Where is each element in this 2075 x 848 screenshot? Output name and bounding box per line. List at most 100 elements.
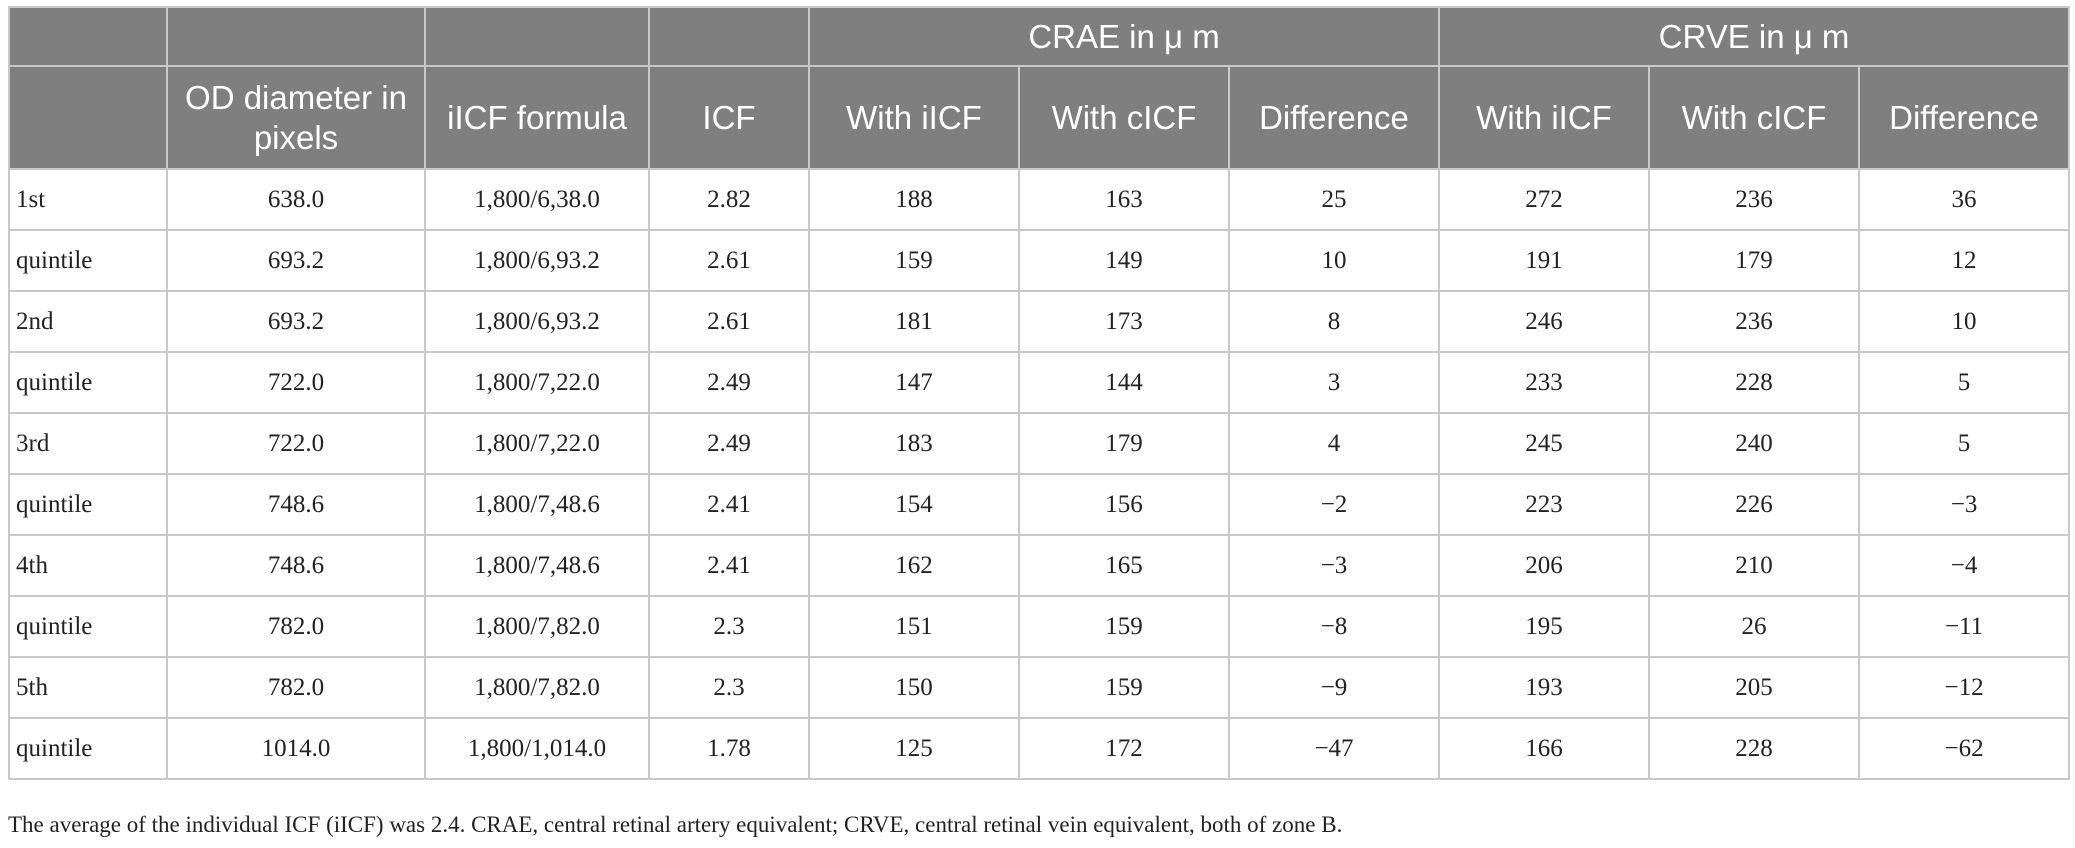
crae-difference-cell: 25 (1227, 168, 1441, 231)
iicf-formula-cell: 1,800/7,22.0 (424, 351, 650, 414)
crae-difference-cell: −2 (1227, 473, 1441, 536)
crve-difference-header: Difference (1858, 65, 2071, 170)
table-row: quintile 782.0 1,800/7,82.0 2.3 151 159 −8 195 2… (8, 595, 2071, 658)
crve-difference-cell: −12 (1858, 656, 2071, 719)
table-container: CRAE in μ m CRVE in μ m OD diameter in p… (8, 6, 2071, 780)
crae-difference-cell: −3 (1227, 534, 1441, 597)
row-label-cell: quintile (8, 229, 168, 292)
crve-with-cicf-cell: 226 (1648, 473, 1861, 536)
crae-group-header: CRAE in μ m (807, 6, 1441, 67)
crve-with-cicf-cell: 205 (1648, 656, 1861, 719)
table-header: CRAE in μ m CRVE in μ m OD diameter in p… (8, 6, 2071, 170)
row-label-cell: quintile (8, 717, 168, 780)
crae-with-iicf-cell: 125 (808, 717, 1020, 780)
icf-cell: 2.49 (648, 412, 810, 475)
crae-difference-cell: −8 (1227, 595, 1441, 658)
crve-difference-cell: 10 (1858, 290, 2071, 353)
header-group-row: CRAE in μ m CRVE in μ m (8, 6, 2071, 67)
crve-with-cicf-cell: 236 (1648, 290, 1861, 353)
crae-difference-header: Difference (1227, 65, 1441, 170)
crve-difference-cell: 5 (1858, 351, 2071, 414)
table-row: 4th 748.6 1,800/7,48.6 2.41 162 165 −3 206 210 −4 (8, 534, 2071, 597)
od-diameter-cell: 1014.0 (166, 717, 426, 780)
header-empty-cell (8, 6, 168, 67)
crve-difference-cell: 5 (1858, 412, 2071, 475)
crae-difference-cell: 8 (1227, 290, 1441, 353)
row-label-cell: 5th (8, 656, 168, 719)
table-body: 1st 638.0 1,800/6,38.0 2.82 188 163 25 272 236 36… (8, 168, 2071, 780)
table-row: 1st 638.0 1,800/6,38.0 2.82 188 163 25 272 236 36 (8, 168, 2071, 231)
table-row: quintile 722.0 1,800/7,22.0 2.49 147 144 3 233 2… (8, 351, 2071, 414)
crve-with-cicf-cell: 210 (1648, 534, 1861, 597)
crve-with-iicf-cell: 245 (1438, 412, 1651, 475)
crae-with-iicf-cell: 188 (808, 168, 1020, 231)
header-empty-cell (648, 6, 810, 67)
od-diameter-cell: 748.6 (166, 534, 426, 597)
crae-with-cicf-header: With cICF (1018, 65, 1230, 170)
crve-with-iicf-cell: 246 (1438, 290, 1651, 353)
crve-group-header: CRVE in μ m (1438, 6, 2071, 67)
crve-difference-cell: 36 (1858, 168, 2071, 231)
crve-with-cicf-header: With cICF (1648, 65, 1861, 170)
crae-with-iicf-cell: 150 (808, 656, 1020, 719)
crve-with-cicf-cell: 228 (1648, 351, 1861, 414)
icf-cell: 2.3 (648, 595, 810, 658)
crae-with-iicf-cell: 147 (808, 351, 1020, 414)
od-diameter-cell: 782.0 (166, 656, 426, 719)
crve-difference-cell: −4 (1858, 534, 2071, 597)
icf-cell: 2.49 (648, 351, 810, 414)
crae-with-iicf-cell: 159 (808, 229, 1020, 292)
header-empty-cell (8, 65, 168, 170)
crve-difference-cell: −3 (1858, 473, 2071, 536)
header-empty-cell (424, 6, 650, 67)
iicf-formula-cell: 1,800/6,93.2 (424, 290, 650, 353)
crae-with-iicf-cell: 183 (808, 412, 1020, 475)
header-empty-cell (166, 6, 426, 67)
crae-difference-cell: −47 (1227, 717, 1441, 780)
crae-with-cicf-cell: 172 (1018, 717, 1230, 780)
icf-header: ICF (648, 65, 810, 170)
od-diameter-header: OD diameter in pixels (166, 65, 426, 170)
crve-with-cicf-cell: 26 (1648, 595, 1861, 658)
crve-with-iicf-header: With iICF (1438, 65, 1651, 170)
table-row: quintile 693.2 1,800/6,93.2 2.61 159 149 10 191… (8, 229, 2071, 292)
crve-with-iicf-cell: 272 (1438, 168, 1651, 231)
iicf-formula-cell: 1,800/6,38.0 (424, 168, 650, 231)
icf-cell: 2.41 (648, 534, 810, 597)
iicf-formula-cell: 1,800/6,93.2 (424, 229, 650, 292)
crae-with-cicf-cell: 159 (1018, 656, 1230, 719)
crae-difference-cell: 3 (1227, 351, 1441, 414)
table-footnote: The average of the individual ICF (iICF)… (8, 812, 1343, 837)
crae-with-cicf-cell: 159 (1018, 595, 1230, 658)
crve-with-iicf-cell: 195 (1438, 595, 1651, 658)
od-diameter-cell: 722.0 (166, 412, 426, 475)
crve-difference-cell: −62 (1858, 717, 2071, 780)
iicf-formula-cell: 1,800/7,82.0 (424, 656, 650, 719)
row-label-cell: 3rd (8, 412, 168, 475)
od-diameter-cell: 693.2 (166, 229, 426, 292)
crve-difference-cell: −11 (1858, 595, 2071, 658)
icf-cell: 2.82 (648, 168, 810, 231)
od-diameter-cell: 748.6 (166, 473, 426, 536)
od-diameter-cell: 693.2 (166, 290, 426, 353)
icf-cell: 2.61 (648, 229, 810, 292)
crae-with-iicf-header: With iICF (808, 65, 1020, 170)
iicf-formula-header: iICF formula (424, 65, 650, 170)
crae-difference-cell: −9 (1227, 656, 1441, 719)
row-label-cell: 4th (8, 534, 168, 597)
crve-with-cicf-cell: 179 (1648, 229, 1861, 292)
row-label-cell: quintile (8, 595, 168, 658)
row-label-cell: 1st (8, 168, 168, 231)
iicf-formula-cell: 1,800/7,48.6 (424, 534, 650, 597)
crve-with-iicf-cell: 206 (1438, 534, 1651, 597)
icf-cell: 2.41 (648, 473, 810, 536)
crae-with-cicf-cell: 173 (1018, 290, 1230, 353)
od-diameter-cell: 722.0 (166, 351, 426, 414)
crve-with-iicf-cell: 193 (1438, 656, 1651, 719)
od-diameter-cell: 782.0 (166, 595, 426, 658)
table-row: quintile 1014.0 1,800/1,014.0 1.78 125 172 −47… (8, 717, 2071, 780)
row-label-cell: quintile (8, 473, 168, 536)
iicf-formula-cell: 1,800/7,48.6 (424, 473, 650, 536)
crae-with-cicf-cell: 163 (1018, 168, 1230, 231)
crve-with-iicf-cell: 223 (1438, 473, 1651, 536)
